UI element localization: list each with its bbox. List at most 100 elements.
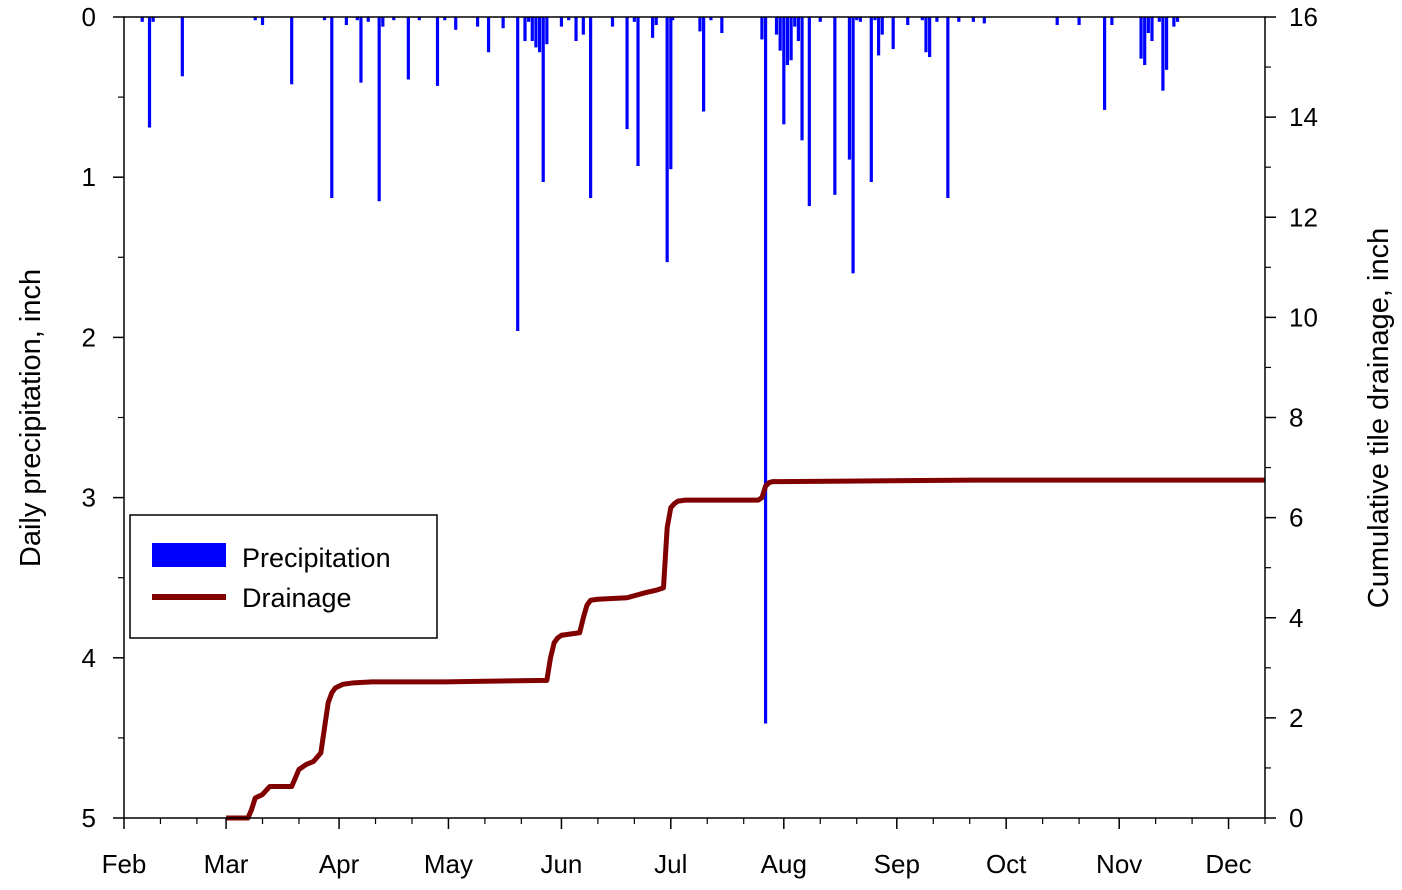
left-y-tick-label: 3 xyxy=(82,483,96,513)
precipitation-bar xyxy=(971,17,975,22)
precipitation-bar xyxy=(906,17,910,26)
precipitation-bar xyxy=(789,17,793,61)
precipitation-bar xyxy=(785,17,790,66)
precipitation-bar xyxy=(417,17,421,21)
x-tick-label: Jun xyxy=(540,849,582,879)
precipitation-bar xyxy=(359,17,363,83)
precipitation-bar xyxy=(476,17,480,27)
precipitation-bar xyxy=(796,17,800,42)
precipitation-bar xyxy=(720,17,724,34)
legend: Precipitation Drainage xyxy=(129,514,438,639)
precipitation-bar xyxy=(880,17,884,35)
precipitation-bar xyxy=(140,17,144,22)
precipitation-bar xyxy=(151,17,155,22)
left-y-tick-label: 2 xyxy=(82,322,96,352)
precipitation-bar xyxy=(366,17,370,22)
precipitation-bar xyxy=(924,17,928,53)
precipitation-bar xyxy=(454,17,458,30)
x-tick-label: Nov xyxy=(1096,849,1142,879)
precipitation-bar xyxy=(782,17,786,125)
precipitation-bar xyxy=(559,17,564,27)
precipitation-bar xyxy=(290,17,294,85)
precipitation-bar xyxy=(527,17,531,22)
precipitation-bar xyxy=(1143,17,1147,66)
precipitation-bar xyxy=(800,17,804,141)
precipitation-bar xyxy=(982,17,986,24)
precipitation-bar xyxy=(851,17,855,274)
x-tick-label: Apr xyxy=(319,849,360,879)
x-tick-label: Jul xyxy=(654,849,687,879)
legend-label-precipitation: Precipitation xyxy=(242,543,391,573)
x-tick-label: Sep xyxy=(874,849,920,879)
precipitation-bar xyxy=(847,17,852,160)
precipitation-bar xyxy=(330,17,334,199)
left-y-tick-label: 5 xyxy=(82,803,96,833)
precipitation-bar xyxy=(1139,17,1143,59)
precipitation-bar xyxy=(625,17,629,130)
precipitation-bar xyxy=(946,17,950,199)
precipitation-bar xyxy=(876,17,881,56)
precipitation-bar xyxy=(665,17,669,263)
precipitation-bar xyxy=(392,17,396,21)
precipitation-bar xyxy=(650,17,655,38)
precipitation-bar xyxy=(567,17,571,21)
left-y-tick-label: 1 xyxy=(82,162,96,192)
precipitation-bar xyxy=(833,17,837,195)
precipitation-bar xyxy=(180,17,184,77)
x-tick-label: Feb xyxy=(102,849,147,879)
precipitation-bar xyxy=(501,17,505,29)
precipitation-bar xyxy=(760,17,764,40)
precipitation-bar xyxy=(807,17,811,207)
left-y-axis: 0 1 2 3 4 5 xyxy=(82,2,124,833)
right-y-tick-label: 4 xyxy=(1289,603,1303,633)
x-tick-label: Dec xyxy=(1205,849,1251,879)
left-y-tick-label: 0 xyxy=(82,2,96,32)
precipitation-bar xyxy=(669,17,673,170)
drainage-line xyxy=(226,477,1265,821)
right-y-tick-label: 12 xyxy=(1289,202,1318,232)
precipitation-bar xyxy=(486,17,491,53)
precipitation-bar xyxy=(530,17,534,42)
precipitation-bar xyxy=(322,17,327,21)
plot-frame xyxy=(123,16,1266,819)
legend-label-drainage: Drainage xyxy=(242,583,352,613)
precipitation-bar xyxy=(920,17,924,21)
left-y-tick-label: 4 xyxy=(82,643,96,673)
precipitation-bar xyxy=(435,17,440,86)
precipitation-bar xyxy=(957,17,961,22)
right-axis-title: Cumulative tile drainage, inch xyxy=(1363,228,1395,608)
precipitation-bar xyxy=(632,17,636,22)
right-y-tick-label: 8 xyxy=(1289,403,1303,433)
precipitation-bar xyxy=(1172,17,1176,27)
precipitation-bar xyxy=(763,17,768,724)
precipitation-bar xyxy=(589,17,593,199)
precipitation-bar xyxy=(1055,17,1059,26)
precipitation-bar xyxy=(858,17,862,22)
precipitation-bar xyxy=(1110,17,1114,26)
precipitation-bar xyxy=(928,17,932,58)
precipitation-bar xyxy=(654,17,658,26)
precipitation-bar xyxy=(869,17,873,183)
precipitation-bar xyxy=(774,17,779,35)
precipitation-bar xyxy=(260,17,265,26)
precipitation-bar xyxy=(873,17,877,21)
precipitation-bar xyxy=(253,17,257,21)
legend-swatch-precipitation xyxy=(152,543,226,567)
right-y-tick-label: 2 xyxy=(1289,703,1303,733)
precipitation-bar xyxy=(709,17,713,21)
precipitation-bars xyxy=(140,17,1180,724)
left-axis-title: Daily precipitation, inch xyxy=(15,269,47,567)
precipitation-bar xyxy=(523,17,527,42)
precipitation-bar xyxy=(581,17,585,35)
precipitation-bar xyxy=(406,17,410,80)
precipitation-bar xyxy=(381,17,385,27)
precipitation-bar xyxy=(545,17,549,45)
precipitation-bar xyxy=(1103,17,1107,110)
precipitation-bar xyxy=(610,17,615,27)
precipitation-bar xyxy=(1150,17,1154,42)
x-tick-label: Oct xyxy=(986,849,1027,879)
precipitation-bar xyxy=(574,17,578,42)
precipitation-bar xyxy=(355,17,359,21)
right-y-tick-label: 0 xyxy=(1289,803,1303,833)
precipitation-bar xyxy=(1146,17,1150,34)
